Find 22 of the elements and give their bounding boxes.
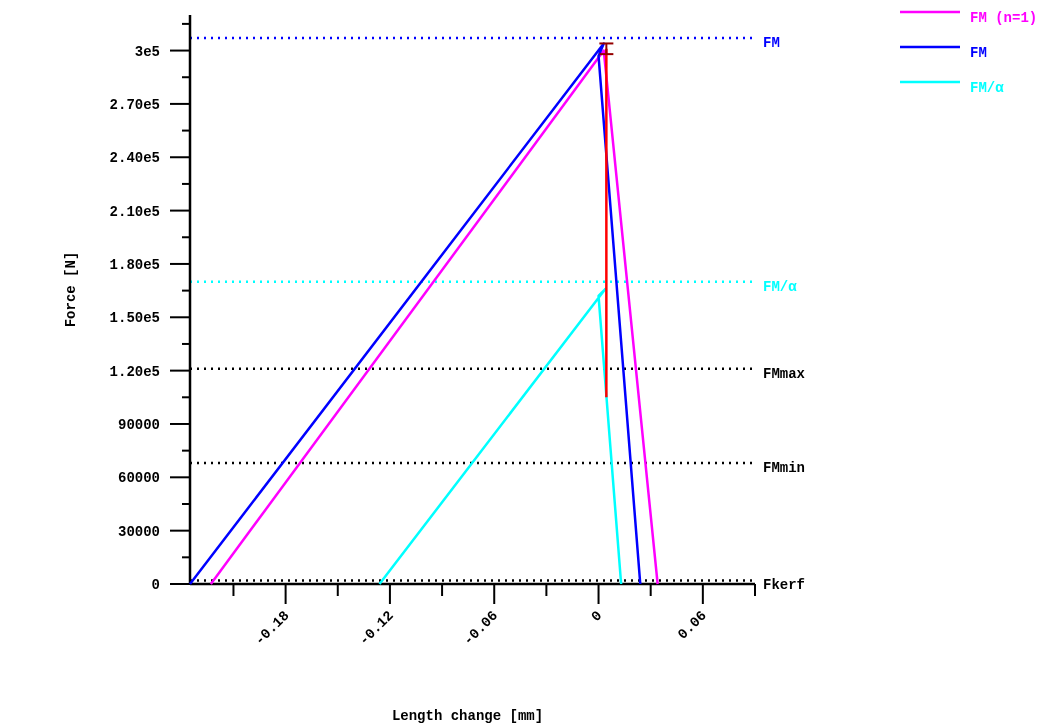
y-tick-label: 2.40e5 [109,150,160,167]
y-tick-label: 1.80e5 [109,256,160,273]
y-tick-label: 1.20e5 [109,363,160,380]
y-tick-label: 0 [151,577,160,593]
x-tick-label: 0 [588,607,606,625]
y-axis-title: Force [N] [63,251,79,328]
y-tick-label: 2.70e5 [109,96,160,113]
y-tick-label: 90000 [117,416,160,433]
legend-label: FM/α [970,80,1005,96]
ref-line-label: FM/α [763,278,798,295]
ref-line-label: FMmin [763,460,806,477]
ref-line-label: FMmax [763,365,806,382]
legend-label: FM [970,45,987,61]
y-tick-label: 2.10e5 [109,203,160,220]
x-axis-title: Length change [mm] [391,708,544,724]
ref-line-label: FM [763,35,780,52]
y-tick-label: 3e5 [134,43,160,60]
y-tick-label: 30000 [117,523,160,540]
y-tick-label: 1.50e5 [109,310,160,327]
legend-label: FM (n=1) [970,10,1038,26]
y-tick-label: 60000 [117,470,160,487]
ref-line-label: Fkerf [763,577,806,594]
